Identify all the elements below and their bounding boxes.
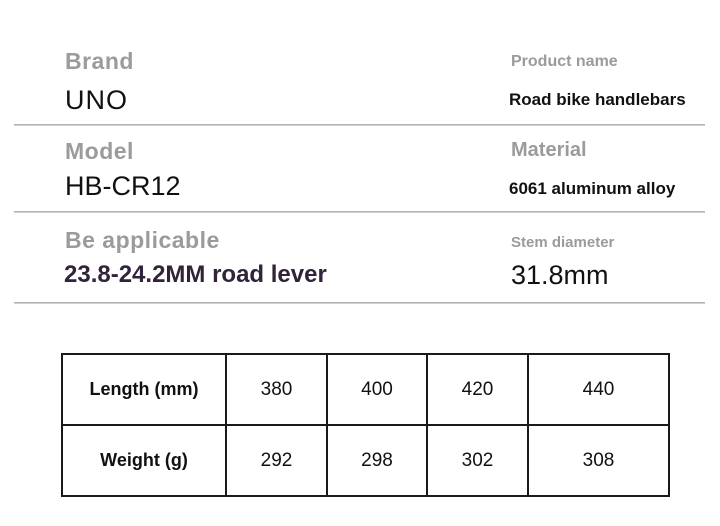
table-row-header: Length (mm) (61, 353, 227, 426)
table-cell: 292 (225, 424, 328, 497)
product-name-label: Product name (511, 53, 618, 70)
brand-label: Brand (65, 48, 134, 74)
table-cell: 298 (326, 424, 428, 497)
material-label: Material (511, 139, 587, 161)
size-weight-table: Length (mm) 380 400 420 440 Weight (g) 2… (61, 353, 670, 497)
brand-value: UNO (65, 85, 128, 115)
applicable-label: Be applicable (65, 227, 220, 253)
material-value: 6061 aluminum alloy (509, 179, 676, 198)
section-divider (14, 124, 705, 126)
product-name-value: Road bike handlebars (509, 90, 686, 109)
table-row: Weight (g) 292 298 302 308 (61, 424, 670, 497)
table-row-header: Weight (g) (61, 424, 227, 497)
table-cell: 380 (225, 353, 328, 426)
model-label: Model (65, 138, 134, 164)
section-divider (14, 302, 705, 304)
stem-diameter-label: Stem diameter (511, 234, 615, 251)
model-value: HB-CR12 (65, 171, 181, 201)
table-cell: 302 (426, 424, 529, 497)
table-cell: 308 (527, 424, 670, 497)
section-divider (14, 211, 705, 213)
table-row: Length (mm) 380 400 420 440 (61, 353, 670, 426)
table-cell: 420 (426, 353, 529, 426)
table-cell: 440 (527, 353, 670, 426)
table-cell: 400 (326, 353, 428, 426)
applicable-value: 23.8-24.2MM road lever (64, 261, 327, 288)
stem-diameter-value: 31.8mm (511, 260, 609, 290)
